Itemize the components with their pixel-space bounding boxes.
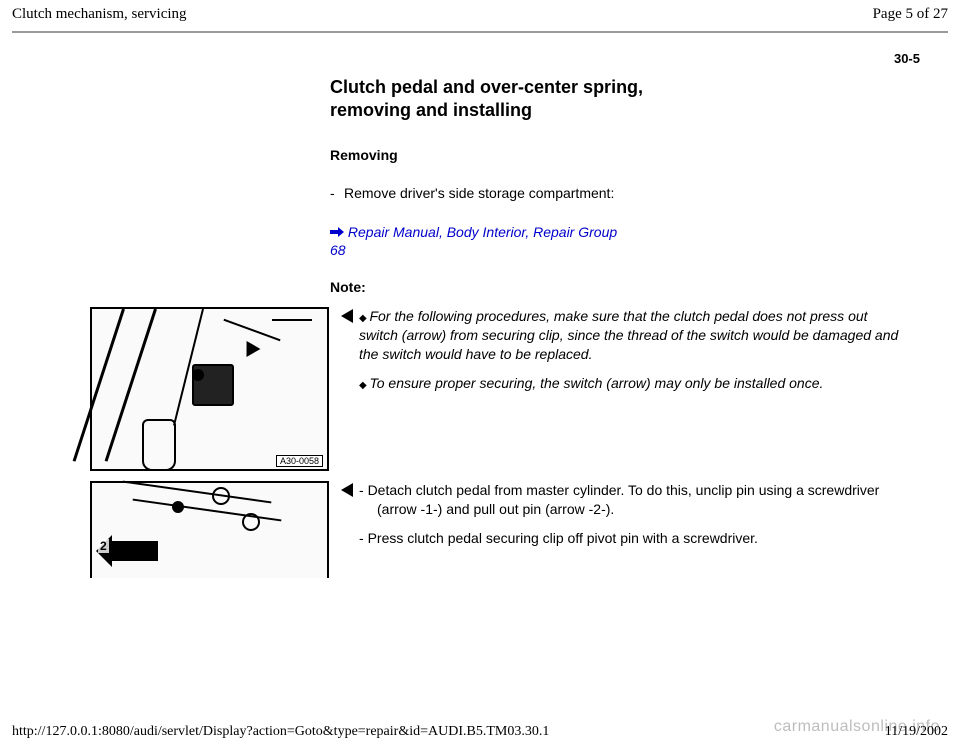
step-remove-compartment-text: Remove driver's side storage compartment… — [344, 185, 614, 201]
pointer-icon-1 — [341, 307, 359, 323]
note-label: Note: — [330, 279, 930, 295]
page-title: Clutch pedal and over-center spring, rem… — [330, 76, 690, 121]
figure-1: A30-0058 — [90, 307, 329, 471]
page-title-line1: Clutch pedal and over-center spring, — [330, 77, 643, 97]
link-arrow-icon — [330, 227, 344, 237]
doc-title: Clutch mechanism, servicing — [12, 6, 187, 23]
pointer-icon-2 — [341, 481, 359, 497]
step-remove-compartment: -Remove driver's side storage compartmen… — [330, 185, 730, 201]
steps-list: Detach clutch pedal from master cylinder… — [359, 481, 930, 558]
note-item: To ensure proper securing, the switch (a… — [359, 374, 910, 393]
repair-manual-link-line2: 68 — [330, 242, 346, 258]
step-item: Press clutch pedal securing clip off piv… — [359, 529, 910, 548]
subheading-removing: Removing — [330, 147, 930, 163]
footer-date: 11/19/2002 — [885, 724, 948, 740]
note-item: For the following procedures, make sure … — [359, 307, 910, 364]
repair-manual-link-line1: Repair Manual, Body Interior, Repair Gro… — [344, 224, 617, 240]
figure-2: 2 — [90, 481, 329, 578]
page-title-line2: removing and installing — [330, 100, 532, 120]
figure-1-tag: A30-0058 — [276, 455, 323, 467]
page-code: 30-5 — [0, 33, 960, 66]
repair-manual-link[interactable]: Repair Manual, Body Interior, Repair Gro… — [330, 223, 690, 259]
page-indicator: Page 5 of 27 — [873, 6, 948, 23]
figure-2-callout-2: 2 — [98, 539, 109, 553]
step-item: Detach clutch pedal from master cylinder… — [359, 481, 910, 519]
notes-list: For the following procedures, make sure … — [359, 307, 930, 403]
footer-url: http://127.0.0.1:8080/audi/servlet/Displ… — [12, 724, 549, 740]
